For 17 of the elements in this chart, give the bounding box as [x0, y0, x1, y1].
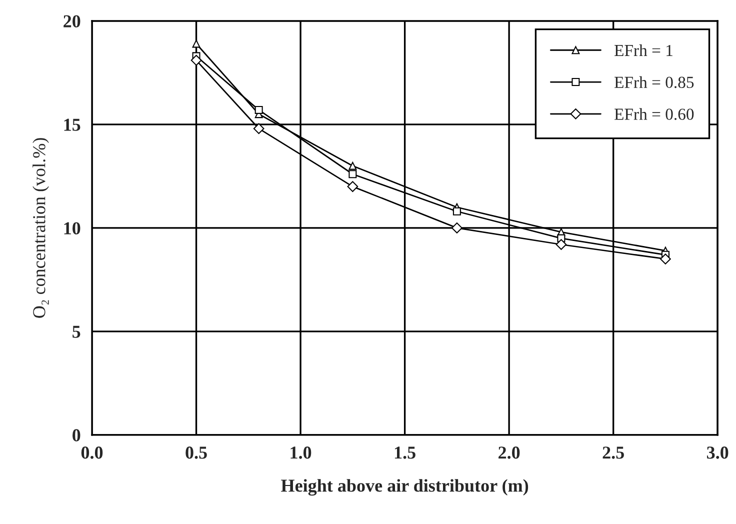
y-tick-label: 15 [64, 118, 80, 131]
x-tick-label: 0.0 [81, 446, 103, 459]
x-tick-label: 1.5 [394, 446, 416, 459]
x-tick-label: 2.5 [602, 446, 624, 459]
y-tick-label: 10 [64, 222, 80, 234]
y-tick-label: 0 [72, 429, 80, 442]
x-tick-label: 0.5 [186, 446, 207, 459]
x-tick-label: 3.0 [706, 446, 728, 459]
y-tick-label: 20 [64, 15, 80, 28]
x-axis-title: Height above air distributor (m) [281, 479, 528, 496]
y-axis-title: O₂ concentration (vol.%) [32, 138, 49, 318]
legend-label: EFrh = 0.85 [614, 76, 694, 88]
x-tick-label: 2.0 [498, 446, 520, 459]
legend-label: EFrh = 1 [614, 44, 672, 56]
x-tick-label: 1.0 [290, 446, 312, 459]
legend-label: EFrh = 0.60 [614, 108, 694, 120]
y-tick-label: 5 [72, 326, 80, 338]
